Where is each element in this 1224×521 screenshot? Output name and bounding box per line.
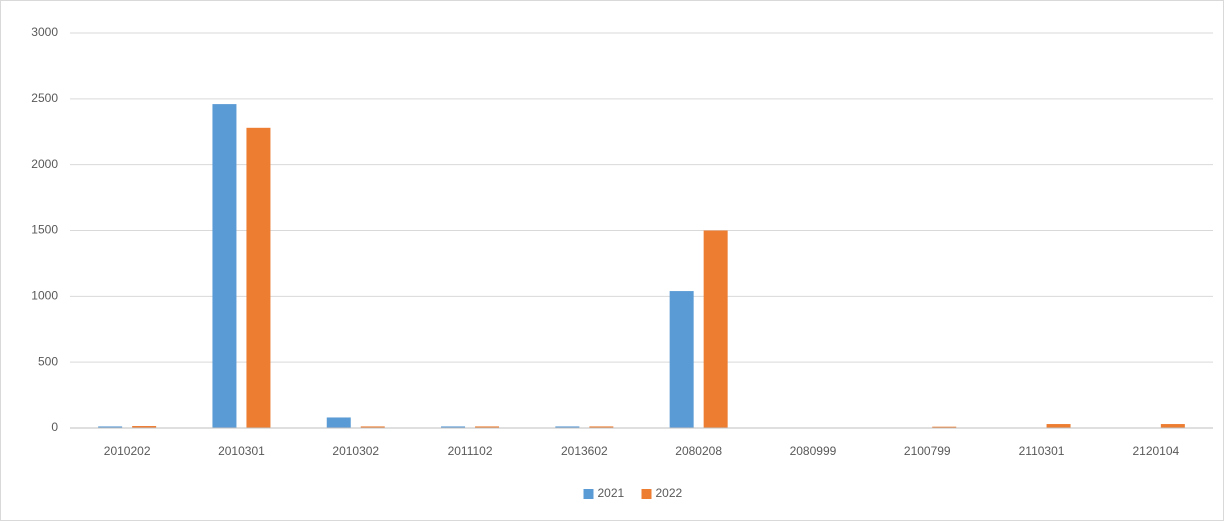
bar-2022-2010302: [360, 426, 385, 428]
bar-2022-2100799: [932, 426, 957, 428]
x-tick-label: 2013602: [561, 444, 608, 458]
bar-2022-2120104: [1160, 424, 1185, 428]
bars: [98, 104, 1185, 429]
x-axis: 2010202 2010301 2010302 2011102 2013602 20802…: [70, 427, 1213, 458]
y-tick-label: 3000: [31, 25, 58, 39]
bar-2021-2010302: [326, 417, 351, 428]
bar-2021-2010301: [212, 104, 237, 428]
x-tick-label: 2110301: [1019, 444, 1065, 458]
bar-2021-2011102: [441, 426, 466, 428]
bar-2022-2110301: [1046, 424, 1071, 428]
legend-label: 2022: [656, 486, 683, 500]
y-tick-label: 500: [38, 354, 58, 368]
y-tick-label: 0: [51, 420, 58, 434]
x-tick-label: 2011102: [448, 444, 493, 458]
bar-2021-2013602: [555, 426, 580, 428]
legend-swatch: [583, 489, 594, 499]
y-tick-label: 1500: [31, 223, 58, 237]
x-tick-label: 2100799: [904, 444, 951, 458]
bar-2022-2010202: [132, 426, 157, 428]
bar-2022-2011102: [475, 426, 500, 428]
legend-label: 2021: [598, 486, 625, 500]
bar-2022-2010301: [246, 127, 271, 429]
bar-2022-2013602: [589, 426, 614, 428]
bar-2021-2010202: [98, 426, 123, 428]
x-tick-label: 2010301: [218, 444, 265, 458]
y-tick-label: 1000: [31, 289, 58, 303]
x-tick-label: 2080999: [790, 444, 837, 458]
y-axis: 0 500 1000 1500 2000 2500 3000: [31, 25, 58, 434]
y-tick-label: 2500: [31, 91, 58, 105]
legend-item-2021: 2021: [583, 486, 625, 500]
bar-2021-2080208: [669, 291, 694, 428]
x-tick-label: 2010302: [332, 444, 379, 458]
x-tick-label: 2120104: [1132, 444, 1179, 458]
legend-swatch: [641, 489, 652, 499]
x-tick-label: 2010202: [104, 444, 151, 458]
bar-2022-2080208: [703, 230, 728, 428]
legend-item-2022: 2022: [641, 486, 683, 500]
legend: 2021 2022: [583, 486, 683, 500]
x-tick-label: 2080208: [675, 444, 722, 458]
y-tick-label: 2000: [31, 157, 58, 171]
